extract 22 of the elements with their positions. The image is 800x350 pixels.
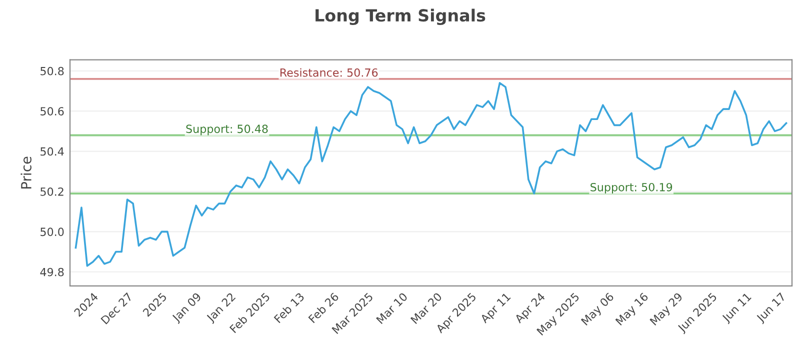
x-tick-label: Apr 11: [480, 292, 512, 326]
ref-line-label: Support: 50.48: [186, 124, 268, 136]
y-tick-label: 49.8: [40, 268, 64, 276]
ref-line-label: Support: 50.19: [590, 182, 672, 194]
x-tick-label: Jan 09: [171, 292, 204, 324]
x-tick-label: Jun 11: [721, 292, 753, 324]
ref-line-label: Resistance: 50.76: [280, 68, 378, 77]
x-tick-label: Feb 26: [308, 292, 340, 324]
line-series: [74, 82, 788, 267]
chart-title: Long Term Signals: [316, 8, 486, 26]
y-tick-label: 50.6: [40, 107, 64, 116]
y-tick-label: 50.2: [40, 187, 64, 196]
y-tick-label: 50.0: [40, 228, 64, 236]
x-tick-label: Feb 13: [274, 292, 305, 324]
x-tick-label: Jan 22: [206, 292, 238, 324]
x-tick-label: Mar 10: [376, 292, 408, 324]
x-tick-label: Mar 20: [410, 292, 442, 324]
x-tick-label: Jun 17: [756, 292, 788, 324]
y-tick-label: 50.4: [40, 147, 64, 156]
y-axis-title: Price: [20, 156, 32, 188]
y-tick-label: 50.8: [40, 66, 64, 76]
x-tick-label: Dec 27: [100, 292, 133, 325]
